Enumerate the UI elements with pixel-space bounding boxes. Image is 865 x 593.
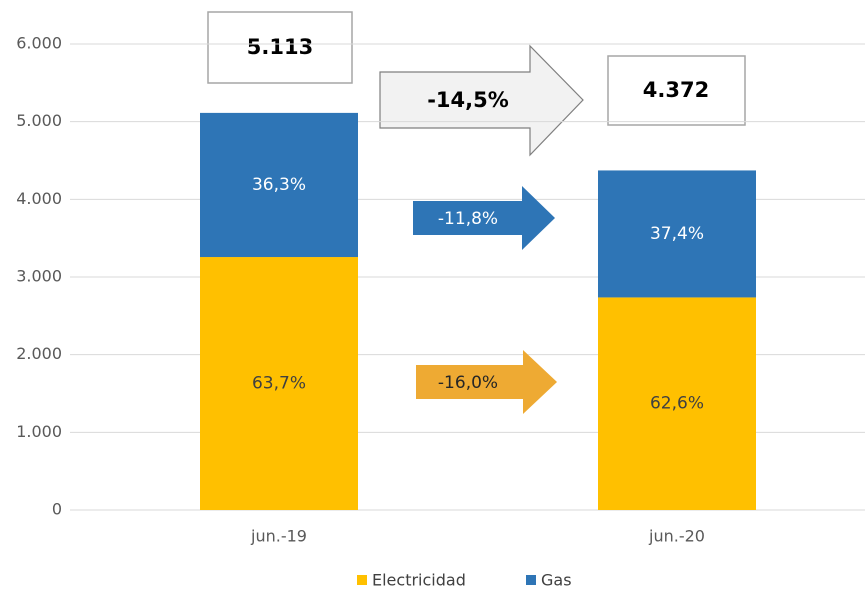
y-tick-label: 2.000: [16, 344, 62, 363]
total-label: 4.372: [643, 78, 709, 102]
total-box: [607, 55, 746, 126]
x-tick-label: jun.-19: [250, 527, 307, 546]
change-label: -11,8%: [438, 209, 498, 229]
total-label: 5.113: [247, 35, 313, 59]
legend-swatch: [357, 575, 367, 585]
legend-label: Electricidad: [372, 571, 466, 590]
x-tick-label: jun.-20: [648, 527, 705, 546]
legend-swatch: [526, 575, 536, 585]
change-arrow: [416, 350, 557, 414]
y-tick-label: 6.000: [16, 34, 62, 53]
change-label: -16,0%: [438, 373, 498, 393]
segment-label: 62,6%: [650, 394, 704, 414]
y-tick-label: 3.000: [16, 267, 62, 286]
segment-label: 63,7%: [252, 374, 306, 394]
segment-label: 37,4%: [650, 224, 704, 244]
bar-segment: [598, 297, 756, 510]
total-box: [207, 11, 353, 84]
y-tick-label: 4.000: [16, 189, 62, 208]
legend-label: Gas: [541, 571, 572, 590]
y-tick-label: 5.000: [16, 111, 62, 130]
y-tick-label: 1.000: [16, 422, 62, 441]
total-change-label: -14,5%: [427, 88, 509, 112]
bar-segment: [200, 112, 358, 258]
change-arrow: [413, 186, 555, 250]
y-tick-label: 0: [52, 500, 62, 519]
segment-label: 36,3%: [252, 175, 306, 195]
total-change-arrow: [379, 44, 584, 157]
bar-segment: [598, 170, 756, 298]
bar-segment: [200, 257, 358, 510]
